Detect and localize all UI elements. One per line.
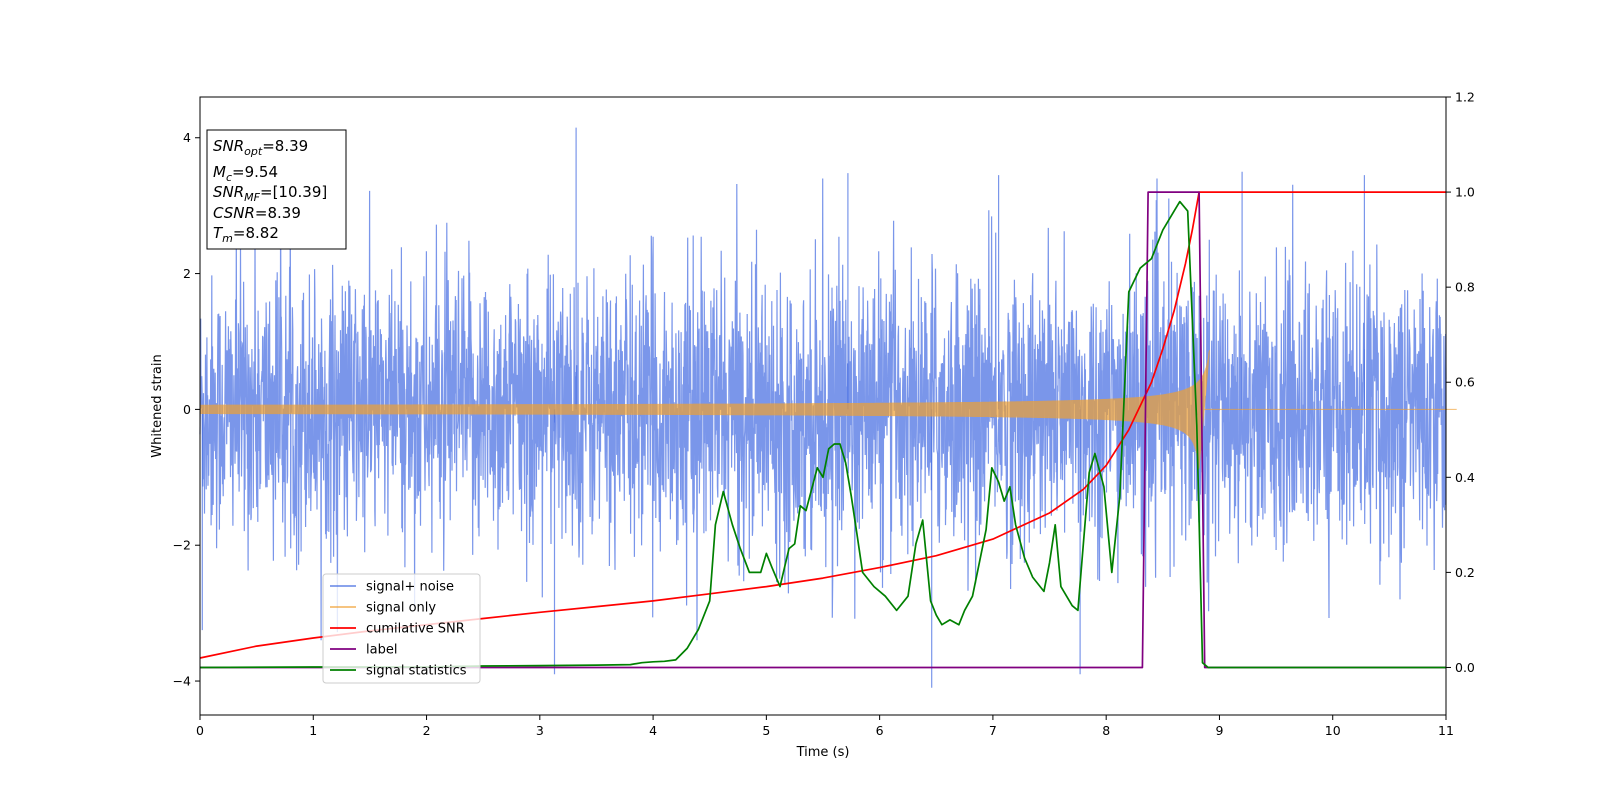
- plot-frame: [199, 96, 1447, 716]
- y-tick-label: −4: [173, 674, 191, 689]
- series-signal-noise-line: [199, 178, 1447, 641]
- y2-tick-label: 0.0: [1455, 660, 1475, 675]
- x-tick-label: 0: [196, 723, 204, 738]
- legend-label: cumilative SNR: [366, 622, 465, 637]
- x-tick-label: 9: [1215, 723, 1223, 738]
- y2-tick-label: 0.6: [1455, 375, 1475, 390]
- annotation-line: Tm=8.82: [213, 224, 279, 245]
- stats-annotation-box: SNRopt=8.39 Mc=9.54SNRMF=[10.39]CSNR=8.39…: [206, 129, 347, 250]
- annotation-line: CSNR=8.39: [213, 204, 301, 222]
- y2-tick-label: 0.2: [1455, 565, 1475, 580]
- legend-label: signal statistics: [366, 664, 467, 679]
- x-tick-label: 2: [423, 723, 431, 738]
- y2-tick-label: 0.8: [1455, 280, 1475, 295]
- y-tick-label: 2: [183, 266, 191, 281]
- legend-label: signal+ noise: [366, 580, 454, 595]
- x-axis-label: Time (s): [796, 745, 850, 760]
- y2-tick-label: 0.4: [1455, 470, 1475, 485]
- legend-frame: [322, 573, 481, 684]
- series-layer: [199, 127, 1457, 688]
- x-tick-label: 7: [989, 723, 997, 738]
- y-tick-label: 0: [183, 402, 191, 417]
- annotation-line: SNRMF=[10.39]: [213, 183, 327, 204]
- series-signal-statistics-line: [199, 200, 1446, 669]
- x-tick-label: 5: [762, 723, 770, 738]
- x-tick-label: 1: [309, 723, 317, 738]
- annotation-frame: [206, 129, 347, 250]
- series-signal-noise-spikes: [201, 127, 1365, 688]
- y2-tick-label: 1.0: [1455, 185, 1475, 200]
- legend: signal+ noise signal only cumilative SNR la…: [322, 573, 481, 684]
- x-tick-label: 6: [876, 723, 884, 738]
- ticks-layer: 0 1 2 3 4 5 6 7 8 9 10 11 −4 −2 0 2 4 0.0 0.2 0.4 0.6 0.8 1.0 1…: [173, 90, 1475, 739]
- x-tick-label: 10: [1325, 723, 1341, 738]
- x-tick-label: 11: [1438, 723, 1454, 738]
- annotation-line: Mc=9.54: [213, 163, 278, 184]
- annotation-line: SNRopt=8.39: [213, 137, 308, 158]
- y-tick-label: 4: [183, 130, 191, 145]
- x-tick-label: 8: [1102, 723, 1110, 738]
- x-tick-label: 4: [649, 723, 657, 738]
- x-tick-label: 3: [536, 723, 544, 738]
- legend-label: signal only: [366, 601, 436, 616]
- y-axis-label: Whitened strain: [150, 354, 165, 457]
- legend-label: label: [366, 643, 397, 658]
- y2-tick-label: 1.2: [1455, 90, 1475, 105]
- y-tick-label: −2: [173, 538, 191, 553]
